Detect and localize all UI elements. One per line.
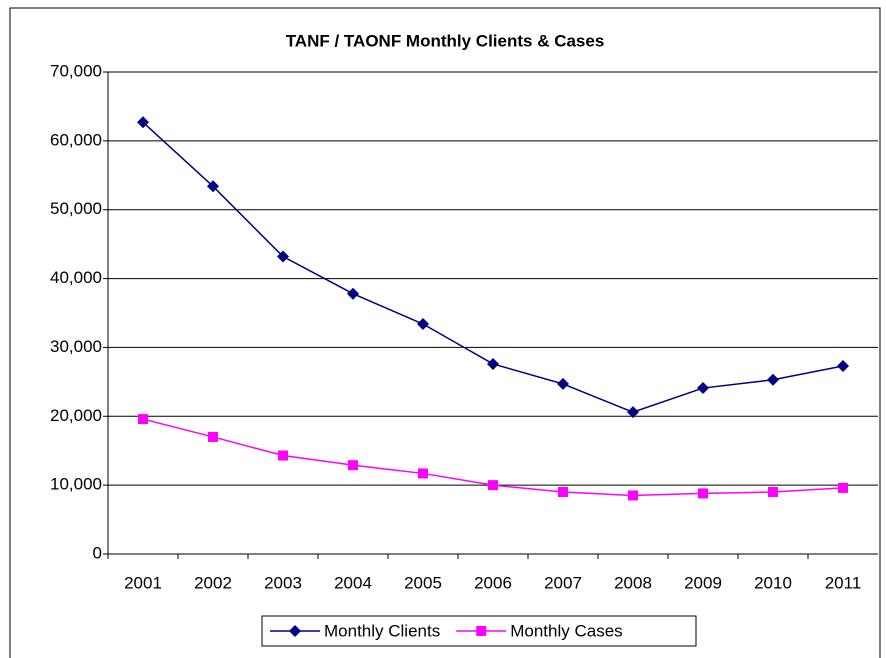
- square-marker: [138, 414, 148, 425]
- x-tick-label: 2001: [124, 573, 162, 592]
- y-tick-label: 30,000: [50, 337, 102, 356]
- diamond-marker: [487, 357, 499, 370]
- diamond-marker: [137, 116, 149, 129]
- y-tick-label: 50,000: [50, 199, 102, 218]
- x-tick-label: 2009: [684, 573, 722, 592]
- square-marker: [418, 468, 428, 479]
- x-tick-label: 2005: [404, 573, 442, 592]
- square-marker: [208, 431, 218, 442]
- x-tick-label: 2003: [264, 573, 302, 592]
- y-tick-label: 60,000: [50, 130, 102, 149]
- x-tick-label: 2010: [754, 573, 792, 592]
- x-tick-label: 2011: [825, 573, 862, 592]
- y-tick-label: 70,000: [50, 61, 102, 80]
- y-tick-label: 10,000: [50, 475, 102, 494]
- legend-label: Monthly Cases: [510, 621, 622, 640]
- legend-label: Monthly Clients: [324, 621, 440, 640]
- diamond-marker: [417, 318, 429, 331]
- square-marker: [698, 488, 708, 499]
- diamond-marker: [697, 382, 709, 395]
- square-marker: [348, 460, 358, 471]
- square-marker: [628, 490, 638, 501]
- x-tick-label: 2007: [544, 573, 582, 592]
- y-tick-label: 0: [93, 543, 102, 562]
- legend-marker: [476, 626, 487, 636]
- x-tick-label: 2008: [614, 573, 652, 592]
- diamond-marker: [837, 360, 849, 373]
- legend-marker: [289, 625, 301, 637]
- x-tick-label: 2004: [334, 573, 372, 592]
- square-marker: [768, 487, 778, 498]
- diamond-marker: [767, 373, 779, 386]
- x-tick-label: 2002: [194, 573, 232, 592]
- chart-title: TANF / TAONF Monthly Clients & Cases: [286, 31, 605, 50]
- diamond-marker: [347, 287, 359, 300]
- square-marker: [488, 480, 498, 491]
- y-tick-label: 20,000: [50, 406, 102, 425]
- diamond-marker: [627, 406, 639, 419]
- diamond-marker: [207, 180, 219, 193]
- y-tick-label: 40,000: [50, 268, 102, 287]
- diamond-marker: [557, 377, 569, 390]
- square-marker: [558, 487, 568, 498]
- square-marker: [838, 482, 848, 493]
- chart-frame: [9, 7, 881, 658]
- x-tick-label: 2006: [474, 573, 512, 592]
- square-marker: [278, 450, 288, 461]
- diamond-marker: [277, 250, 289, 263]
